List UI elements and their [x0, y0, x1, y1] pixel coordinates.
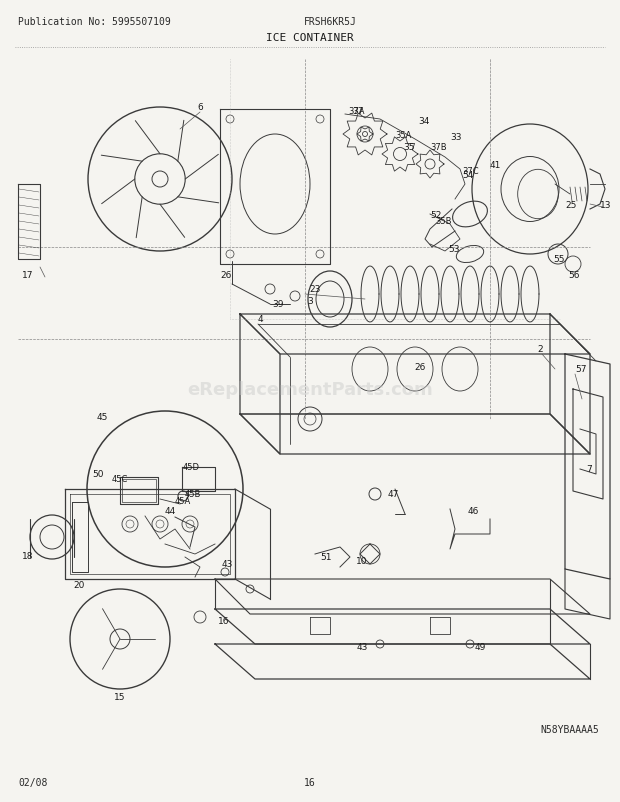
Text: Publication No: 5995507109: Publication No: 5995507109 [18, 17, 170, 27]
Text: 43: 43 [222, 560, 233, 569]
Text: 37A: 37A [348, 107, 365, 116]
Text: 37: 37 [352, 107, 363, 116]
Text: 39: 39 [272, 300, 283, 309]
Text: 44: 44 [165, 507, 176, 516]
Text: 18: 18 [22, 552, 33, 561]
Text: 16: 16 [304, 777, 316, 787]
Text: 6: 6 [197, 103, 203, 112]
Text: 46: 46 [468, 507, 479, 516]
Text: 55: 55 [553, 255, 564, 264]
Text: 45A: 45A [175, 497, 191, 506]
Text: 26: 26 [414, 363, 426, 372]
Text: 17: 17 [22, 270, 33, 279]
Text: 45C: 45C [112, 475, 128, 484]
Text: 35A: 35A [395, 131, 412, 140]
Text: ICE CONTAINER: ICE CONTAINER [266, 33, 354, 43]
Text: 52: 52 [430, 210, 441, 219]
Text: 02/08: 02/08 [18, 777, 47, 787]
Text: 41: 41 [490, 160, 502, 169]
Text: 35: 35 [403, 144, 415, 152]
Text: 2: 2 [537, 345, 543, 354]
Text: eReplacementParts.com: eReplacementParts.com [187, 380, 433, 399]
Text: 35B: 35B [435, 217, 451, 226]
Text: 33: 33 [450, 133, 461, 142]
Text: 49: 49 [474, 642, 485, 652]
Text: 23: 23 [309, 286, 321, 294]
Text: 15: 15 [114, 693, 126, 702]
Text: 47: 47 [388, 490, 399, 499]
Text: N58YBAAAA5: N58YBAAAA5 [540, 724, 599, 734]
Text: 34: 34 [418, 117, 430, 127]
Text: 57: 57 [575, 365, 587, 374]
Text: 3: 3 [307, 297, 313, 306]
Text: 45D: 45D [183, 463, 200, 472]
Text: 56: 56 [568, 270, 580, 279]
Text: 37B: 37B [430, 144, 446, 152]
Text: 26: 26 [220, 270, 231, 279]
Text: 13: 13 [600, 200, 611, 209]
Text: 43: 43 [356, 642, 368, 652]
Text: 37C: 37C [462, 168, 479, 176]
Text: 7: 7 [586, 465, 591, 474]
Text: 16: 16 [218, 617, 229, 626]
Text: 53: 53 [448, 245, 459, 254]
Text: 50: 50 [92, 470, 104, 479]
Text: 45: 45 [97, 413, 108, 422]
Text: 54: 54 [462, 170, 474, 180]
Text: 20: 20 [73, 581, 84, 589]
Text: 4: 4 [257, 315, 263, 324]
Text: 10: 10 [356, 557, 368, 565]
Text: 51: 51 [320, 553, 332, 561]
Text: 45B: 45B [185, 490, 202, 499]
Text: FRSH6KR5J: FRSH6KR5J [304, 17, 356, 27]
Text: 25: 25 [565, 200, 577, 209]
